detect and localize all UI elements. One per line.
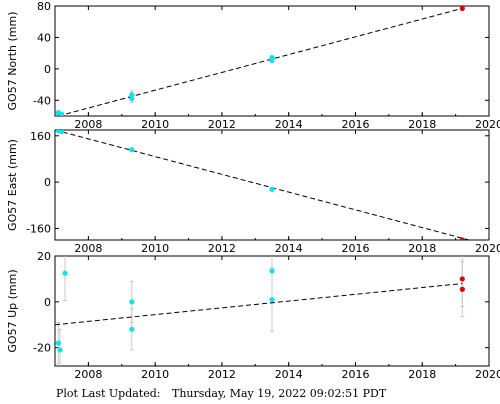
north-data-point [269,57,275,63]
up-ytick-label: 20 [37,250,51,263]
up-data-point [55,340,61,346]
north-latest-point [459,6,465,11]
north-trend-line [58,7,463,116]
east-ytick-label: 0 [44,176,51,189]
up-trend-line [55,283,463,326]
up-xtick-label: 2016 [341,368,369,381]
east-trend-line [55,130,470,240]
up-latest-point [459,286,465,292]
north-data-point [129,92,135,98]
east-xtick-label: 2020 [475,242,500,255]
north-ytick-label: 40 [37,31,51,44]
up-data-point [129,299,135,305]
east-ytick-label: 160 [30,130,51,143]
north-ylabel: GO57 North (mm) [6,12,19,111]
east-xtick-label: 2012 [208,242,236,255]
north-xtick-label: 2012 [208,118,236,131]
east-xtick-label: 2018 [408,242,436,255]
north-xtick-label: 2008 [74,118,102,131]
up-data-point [269,296,275,303]
footer-timestamp: Thursday, May 19, 2022 09:02:51 PDT [171,387,387,400]
up-xtick-label: 2020 [475,368,500,381]
east-ytick-label: -160 [26,222,51,235]
east-data-point [59,130,65,135]
up-data-point [57,347,63,353]
north-panel: 2008 2010 2012 2014 2016 2018 2020 -40 0 40 80 GO57… [6,0,500,131]
east-latest-point [459,237,465,240]
east-xtick-label: 2008 [74,242,102,255]
east-data-point [129,147,135,153]
up-xtick-label: 2008 [74,368,102,381]
north-frame [54,5,490,117]
up-xtick-label: 2012 [208,368,236,381]
east-ylabel: GO57 East (mm) [6,139,19,231]
east-xtick-label: 2014 [275,242,303,255]
north-data [55,6,465,116]
up-ytick-label: 0 [44,296,51,309]
north-xtick-label: 2018 [408,118,436,131]
footer-label: Plot Last Updated: [56,387,161,400]
up-data-point [62,270,68,276]
up-data [55,256,465,366]
east-xtick-label: 2016 [341,242,369,255]
east-frame [54,129,490,241]
up-panel: 2008 2010 2012 2014 2016 2018 2020 -20 0 20 GO57 U… [6,250,500,381]
north-xtick-label: 2010 [141,118,169,131]
plot-last-updated: Plot Last Updated: Thursday, May 19, 202… [56,387,386,400]
east-data [55,130,470,240]
north-data-point [59,111,65,116]
up-xtick-label: 2014 [275,368,303,381]
north-ytick-label: 0 [44,63,51,76]
north-xtick-label: 2014 [275,118,303,131]
up-xtick-label: 2010 [141,368,169,381]
up-ytick-label: -20 [33,342,51,355]
north-data-point [129,96,135,102]
north-ytick-label: 80 [37,0,51,13]
east-data-point [269,186,275,192]
east-xtick-label: 2010 [141,242,169,255]
up-xtick-label: 2018 [408,368,436,381]
north-ytick-label: -40 [33,94,51,107]
up-data-point [129,326,135,332]
up-latest-point [459,276,465,282]
north-xtick-label: 2020 [475,118,500,131]
up-ylabel: GO57 Up (mm) [6,269,19,352]
east-panel: 2008 2010 2012 2014 2016 2018 2020 -160 0 160 GO57… [6,129,500,255]
up-data-point [269,268,275,274]
north-xtick-label: 2016 [341,118,369,131]
